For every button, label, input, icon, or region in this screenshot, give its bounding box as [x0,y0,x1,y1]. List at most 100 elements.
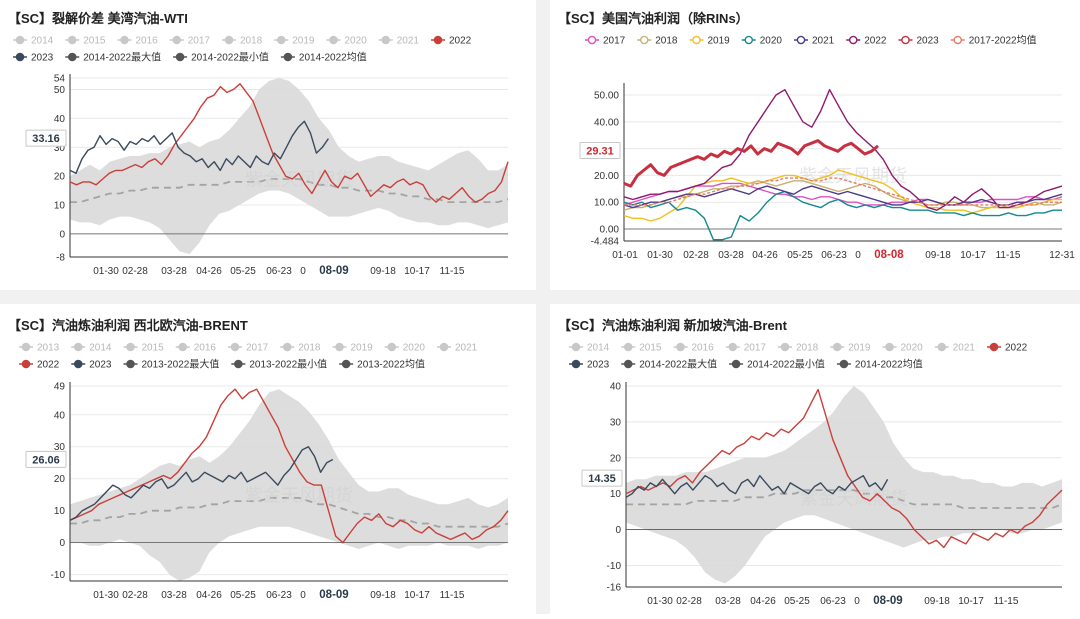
x-tick-label: 01-30 [93,590,119,601]
watermark: 紫金天风期货 [245,486,353,506]
y-tick-label: 40 [54,114,66,125]
y-tick-label: 20.00 [594,171,619,182]
legend-symbol [439,342,449,352]
legend-symbol [120,35,129,45]
chart-panel-us-gasoline-profit: 【SC】美国汽油利润（除RINs） 2017 2018 2019 2020 2021 202… [550,0,1080,290]
x-tick-label: 04-26 [752,250,778,261]
average-line [70,497,509,528]
legend-label: 2014-2022均值 [855,358,923,371]
x-tick-label: 01-30 [647,596,673,607]
x-tick-label: 02-28 [676,596,702,607]
legend-symbol [587,35,597,45]
series-line-2023 [69,120,329,174]
average-line [70,178,509,203]
legend-symbol [341,359,351,369]
legend-label: 2017 [603,36,626,47]
x-tick-label: 11-15 [440,590,465,601]
x-tick-label: 11-15 [440,266,465,277]
legend-symbol [172,35,182,45]
x-tick-label: 10-17 [958,596,984,607]
y-tick-label: -16 [607,583,622,594]
legend-label: 2013-2022最大值 [142,358,220,371]
y-tick-label: 40 [610,382,622,393]
series-line-2023 [623,139,879,188]
legend-symbol [387,342,397,352]
legend-label: 2021 [812,36,835,47]
y-tick-label: 10 [610,489,622,500]
legend-label: 2014 [89,343,112,354]
legend-label: 2014-2022最小值 [191,51,269,64]
legend-symbol [276,35,286,45]
x-tick-label: 06-23 [821,250,847,261]
y-tick-label: 0 [615,525,621,536]
legend-label: 2016 [136,36,159,47]
watermark: 紫金天风期货 [799,166,907,186]
x-tick-label: 01-01 [612,250,638,261]
legend-symbol [329,35,338,45]
legend-label: 2021 [953,343,976,354]
x-tick-label: 11-15 [996,250,1021,261]
chart-panel-singapore-gasoline-brent: 【SC】汽油炼油利润 新加坡汽油-Brent 2014 2015 2016 2017 20… [550,304,1080,614]
legend-symbol [692,35,701,45]
legend-symbol [731,359,741,369]
legend-label: 2017 [246,343,269,354]
legend-label: 2013-2022最小值 [249,358,327,371]
x-tick-label: 10-17 [404,266,430,277]
y-tick-label: 50 [54,85,66,96]
y-tick-label: 50.00 [594,91,619,102]
x-tick-label: 04-26 [196,266,222,277]
legend-label: 2018 [655,36,678,47]
legend-symbol [901,35,910,45]
vertical-divider [536,0,550,614]
legend-label: 2020 [403,343,426,354]
x-tick-label: 02-28 [683,250,709,261]
x-tick-label: 08-08 [874,249,904,261]
legend-label: 2017 [744,343,767,354]
legend-label: 2023 [587,360,610,371]
legend-label: 2020 [901,343,924,354]
legend-symbol [728,342,738,352]
legend-label: 2014-2022最大值 [83,51,161,64]
legend-symbol [21,359,31,369]
x-tick-label: 0 [854,596,860,607]
legend-symbol [953,35,963,45]
y-tick-label: 20 [610,453,622,464]
chart-title: 【SC】汽油炼油利润 西北欧汽油-BRENT [8,318,248,333]
legend-label: 2022 [449,36,472,47]
y-tick-label: 10 [54,506,66,517]
legend-label: 2019 [848,343,871,354]
legend-symbol [282,342,292,352]
chart-panel-us-gulf-gasoline-wti: 【SC】裂解价差 美湾汽油-WTI 2014 2015 2016 2017 2018 201… [0,0,536,290]
x-tick-label: 04-26 [750,596,776,607]
legend-label: 2014-2022最大值 [639,358,717,371]
legend-label: 2014 [31,36,54,47]
x-tick-label: 06-23 [820,596,846,607]
x-tick-label: 0 [855,250,861,261]
legend-label: 2015 [639,343,662,354]
legend-symbol [848,35,858,45]
x-tick-label: 10-17 [404,590,430,601]
value-marker-label: 14.35 [588,473,616,485]
legend-symbol [937,342,947,352]
legend-symbol [126,359,135,369]
y-tick-label: -10 [51,570,66,581]
legend-symbol [381,35,391,45]
series-line-2023 [69,446,334,521]
x-tick-label: 06-23 [266,266,292,277]
legend-symbol [335,342,344,352]
x-tick-label: 05-25 [787,250,813,261]
series-line-2022 [623,89,1063,211]
legend-symbol [67,52,77,62]
legend-label: 2021 [455,343,478,354]
legend-symbol [832,342,842,352]
y-tick-label: 10 [54,201,66,212]
legend-label: 2018 [796,343,819,354]
legend-symbol [178,342,188,352]
x-tick-label: 02-28 [122,590,148,601]
x-tick-label: 03-28 [161,590,187,601]
legend-symbol [283,52,293,62]
x-tick-label: 02-28 [122,266,148,277]
x-tick-label: 09-18 [924,596,950,607]
y-tick-label: 10.00 [594,198,619,209]
legend-symbol [15,35,25,45]
